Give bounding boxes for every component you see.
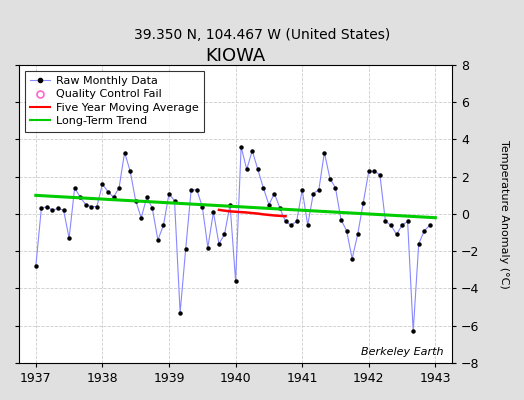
Raw Monthly Data: [260, 186, 267, 190]
Raw Monthly Data: [32, 264, 39, 268]
Raw Monthly Data: [399, 223, 405, 228]
Title: KIOWA: KIOWA: [205, 47, 266, 65]
Text: 39.350 N, 104.467 W (United States): 39.350 N, 104.467 W (United States): [134, 28, 390, 42]
Raw Monthly Data: [410, 329, 417, 334]
Raw Monthly Data: [88, 204, 94, 209]
Y-axis label: Temperature Anomaly (°C): Temperature Anomaly (°C): [499, 140, 509, 288]
Raw Monthly Data: [427, 223, 433, 228]
Line: Raw Monthly Data: Raw Monthly Data: [36, 147, 430, 331]
Raw Monthly Data: [166, 191, 172, 196]
Text: Berkeley Earth: Berkeley Earth: [361, 347, 443, 357]
Raw Monthly Data: [238, 144, 244, 149]
Legend: Raw Monthly Data, Quality Control Fail, Five Year Moving Average, Long-Term Tren: Raw Monthly Data, Quality Control Fail, …: [25, 70, 204, 132]
Raw Monthly Data: [304, 223, 311, 228]
Raw Monthly Data: [288, 223, 294, 228]
